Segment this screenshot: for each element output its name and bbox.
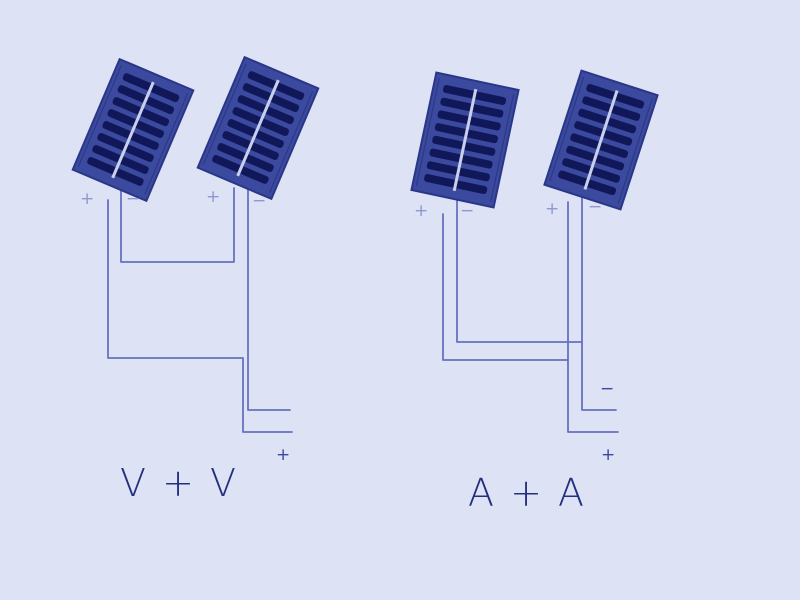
panel-minus-label: −: [126, 189, 140, 209]
solar-panel: [71, 57, 195, 203]
series-wire-panel1-plus-to-output-plus: [107, 199, 293, 433]
parallel-diagram: + − + − − + A + A: [410, 69, 659, 515]
parallel-wiring: [442, 195, 619, 433]
panel-minus-label: −: [252, 191, 266, 211]
panel-minus-label: −: [588, 197, 602, 217]
output-plus-label: +: [276, 445, 290, 465]
panel-plus-label: +: [206, 187, 220, 207]
parallel-wire-minus-bus: [456, 199, 617, 411]
series-diagram: + − + − + V + V: [71, 55, 320, 505]
parallel-caption: A + A: [468, 471, 586, 515]
panel-plus-label: +: [414, 201, 428, 221]
parallel-wire-plus-bus: [442, 213, 619, 433]
series-wiring: [107, 187, 293, 433]
solar-panel: [196, 55, 320, 201]
output-minus-label: −: [600, 379, 614, 399]
solar-panel: [543, 69, 659, 211]
series-caption: V + V: [120, 461, 238, 505]
output-plus-label: +: [601, 445, 615, 465]
panel-plus-label: +: [545, 199, 559, 219]
solar-panel: [410, 71, 520, 209]
series-wire-panel1-minus-to-panel2-plus: [120, 187, 235, 263]
panel-minus-label: −: [460, 201, 474, 221]
panel-plus-label: +: [80, 189, 94, 209]
series-wire-panel2-minus-to-output-minus: [247, 187, 291, 411]
